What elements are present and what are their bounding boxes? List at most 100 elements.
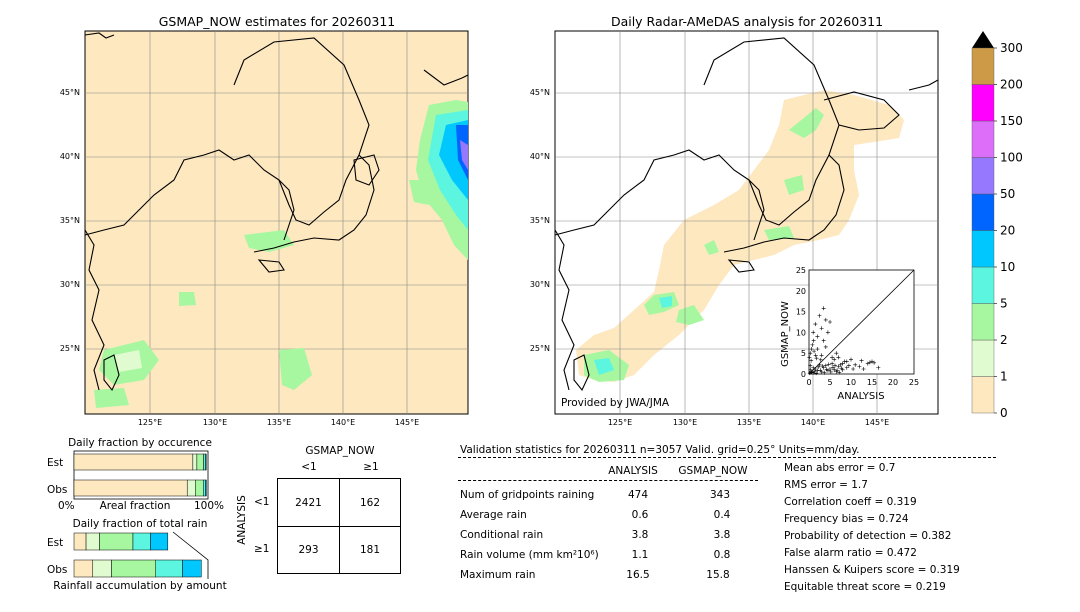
colorbar-label: 50 — [1000, 187, 1015, 201]
scatter-point — [819, 326, 824, 331]
stat-analysis-gridpoints: 474 — [627, 489, 649, 501]
occurrence-x-max: 100% — [194, 500, 225, 512]
scatter-point — [872, 360, 877, 365]
scatter-point — [811, 330, 816, 335]
stat-gsmap-maximum: 15.8 — [706, 569, 730, 581]
scatter-point — [823, 317, 828, 322]
colorbar-labels: 0 1 2 5 10 20 50 100 150 200 300 — [994, 41, 1023, 420]
occurrence-title: Daily fraction by occurence — [68, 437, 212, 449]
scatter-xtick-label: 25 — [909, 378, 919, 387]
stat-gsmap-volume: 0.8 — [713, 549, 731, 561]
scatter-point — [830, 361, 835, 366]
colorbar-label: 20 — [1000, 224, 1015, 238]
scatter-point — [814, 371, 819, 376]
rainfall-xlabel: Rainfall accumulation by amount — [53, 580, 227, 592]
occurrence-bars — [73, 453, 207, 497]
scatter-point — [812, 369, 817, 374]
contingency-cell-11: 181 — [359, 544, 381, 556]
rainfall-bar-obs — [92, 559, 112, 578]
scatter-point — [832, 357, 837, 362]
scatter-point — [834, 351, 839, 356]
scatter-point — [853, 362, 858, 367]
scatter-ytick-label: 10 — [796, 328, 806, 337]
rainfall-bar-est — [85, 532, 100, 551]
scatter-point — [807, 355, 812, 360]
contingency-hline — [278, 526, 400, 527]
stat-gsmap-conditional: 3.8 — [713, 529, 731, 541]
scatter-point — [865, 361, 870, 366]
occurrence-bar-obs — [195, 479, 204, 497]
right-lat-35: 35°N — [529, 216, 550, 225]
rainfall-bar-est — [73, 532, 87, 551]
contingency-row-ge1: ≥1 — [254, 543, 270, 555]
scatter-point — [818, 368, 823, 373]
left-lat-25: 25°N — [59, 344, 80, 353]
scatter-point — [832, 367, 837, 372]
colorbar-segments — [971, 47, 995, 414]
colorbar-segment — [971, 193, 995, 231]
occurrence-est-label: Est — [47, 457, 64, 469]
left-map-rain-areas — [94, 100, 468, 408]
right-lon-145: 145°E — [864, 418, 890, 427]
scatter-point — [876, 365, 881, 370]
colorbar-label: 2 — [1000, 333, 1008, 347]
scatter-xtick-label: 15 — [867, 378, 877, 387]
scatter-point — [861, 367, 866, 372]
colorbar-label: 10 — [1000, 260, 1015, 274]
scatter-point — [849, 357, 853, 362]
scatter-point — [815, 347, 820, 352]
rainfall-bar-est — [99, 532, 134, 551]
colorbar-label: 100 — [1000, 151, 1023, 165]
stat-gsmap-gridpoints: 343 — [709, 489, 731, 501]
scatter-point — [818, 357, 823, 362]
occurrence-bar-obs — [205, 479, 207, 497]
rainfall-est-label: Est — [47, 537, 64, 549]
occurrence-bar-est — [205, 453, 207, 471]
right-lon-125: 125°E — [607, 418, 633, 427]
stat-label-maximum: Maximum rain — [460, 569, 536, 581]
rainfall-bar-obs — [111, 559, 156, 578]
scatter-point — [836, 355, 841, 360]
scatter-ytick-label: 15 — [796, 308, 806, 317]
occurrence-frame — [73, 450, 209, 500]
data-credit: Provided by JWA/JMA — [561, 397, 670, 409]
scatter-point — [809, 347, 814, 352]
left-map-title: GSMAP_NOW estimates for 20260311 — [158, 14, 396, 29]
scatter-point — [851, 367, 856, 372]
scatter-point — [846, 363, 851, 368]
rainfall-obs-label: Obs — [47, 564, 68, 576]
scatter-point — [828, 367, 832, 372]
scatter-point — [836, 364, 841, 369]
scatter-point — [840, 361, 845, 366]
scatter-point — [828, 369, 833, 374]
scatter-ticks: 0 5 10 15 20 25 0 5 10 15 20 25 — [796, 266, 919, 387]
right-lat-30: 30°N — [529, 280, 550, 289]
left-map-coastline — [84, 32, 469, 392]
scatter-point — [807, 371, 812, 376]
scatter-point — [830, 355, 835, 360]
scatter-point — [820, 364, 825, 369]
scatter-xtick-label: 20 — [888, 378, 898, 387]
colorbar-label: 1 — [1000, 370, 1008, 384]
stat-label-conditional: Conditional rain — [460, 529, 544, 541]
scatter-point — [808, 367, 813, 372]
contingency-cell-10: 293 — [298, 544, 319, 556]
scatter-point — [835, 368, 840, 373]
right-map-coastline — [554, 37, 939, 392]
scatter-point — [813, 322, 818, 327]
score-ets: Equitable threat score = 0.219 — [784, 581, 946, 593]
scatter-xtick-label: 5 — [827, 378, 832, 387]
scatter-point — [830, 365, 835, 370]
scatter-point — [809, 358, 814, 363]
right-lon-140: 140°E — [800, 418, 826, 427]
validation-table-separator — [458, 480, 758, 481]
left-lat-35: 35°N — [59, 216, 80, 225]
colorbar-segment — [971, 266, 995, 304]
stat-analysis-average: 0.6 — [631, 509, 649, 521]
occurrence-chart — [73, 450, 209, 500]
scatter-point — [844, 365, 849, 370]
contingency-row-lt1: <1 — [254, 496, 270, 508]
colorbar-label: 300 — [1000, 41, 1023, 55]
left-lat-45: 45°N — [59, 88, 80, 97]
right-lat-45: 45°N — [529, 88, 550, 97]
